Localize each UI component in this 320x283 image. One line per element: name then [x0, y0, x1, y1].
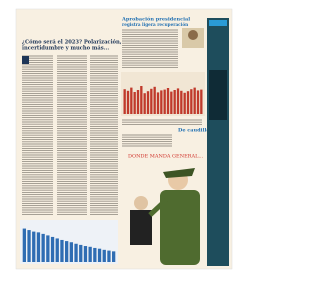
bar — [93, 248, 96, 262]
bar — [137, 90, 139, 114]
right-headline: registra ligera recuperación — [122, 22, 188, 27]
bar — [187, 91, 189, 114]
bar — [27, 230, 30, 262]
bar — [107, 251, 110, 262]
subhead: De caudillo — [178, 128, 210, 134]
photo-head — [188, 30, 198, 40]
bar — [164, 90, 166, 114]
bar — [170, 92, 172, 114]
bar — [51, 237, 54, 262]
side-strip — [207, 18, 229, 266]
bar — [180, 91, 182, 114]
bar — [167, 88, 169, 114]
bar — [130, 88, 132, 114]
bar — [200, 90, 202, 114]
drop-cap — [22, 56, 29, 64]
bar — [74, 244, 77, 262]
bar — [177, 88, 179, 114]
bar — [140, 86, 142, 114]
bar — [103, 250, 106, 262]
side-photo — [209, 70, 227, 120]
bar — [89, 247, 92, 262]
bar — [70, 242, 73, 262]
bar — [23, 229, 26, 262]
bar — [160, 90, 162, 114]
bar — [60, 240, 63, 262]
bar — [42, 234, 45, 262]
bar — [174, 90, 176, 114]
bar — [124, 89, 126, 114]
bar — [79, 245, 82, 262]
bar — [134, 92, 136, 114]
bar — [157, 92, 159, 114]
bar — [98, 249, 101, 262]
bar — [46, 235, 49, 262]
bar — [184, 93, 186, 114]
bar — [84, 246, 87, 262]
headline: ¿Cómo será el 2023? Polarización, — [22, 39, 122, 46]
bar — [150, 89, 152, 114]
bar — [112, 251, 115, 262]
bar — [190, 89, 192, 114]
bar — [194, 88, 196, 114]
bar — [37, 232, 40, 262]
bar — [197, 90, 199, 114]
bar — [144, 93, 146, 114]
cartoon-caption: DONDE MANDA GENERAL... — [128, 154, 204, 160]
headline: incertidumbre y mucho más... — [22, 45, 109, 52]
page-tab — [209, 20, 227, 26]
page: ¿Cómo será el 2023? Polarización, incert… — [0, 0, 248, 279]
bar — [32, 232, 35, 262]
bar — [65, 241, 68, 262]
bar — [154, 87, 156, 114]
bar — [127, 91, 129, 114]
bar — [147, 91, 149, 114]
bar — [56, 238, 59, 262]
